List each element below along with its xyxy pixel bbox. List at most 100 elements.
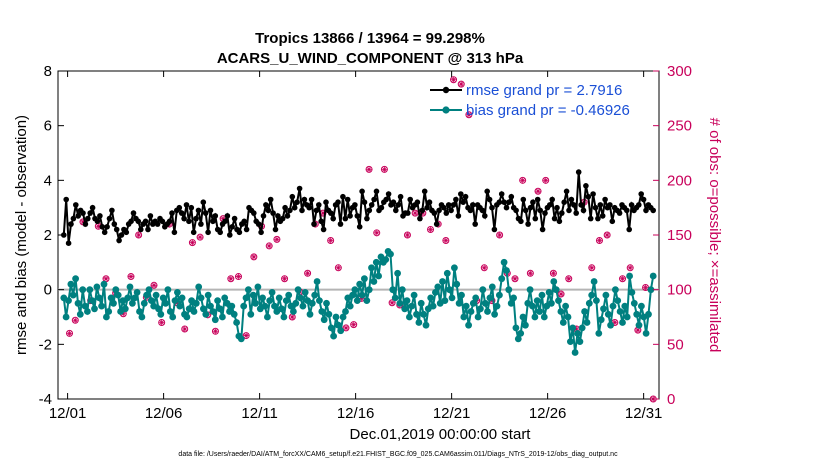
rmse-point [455, 213, 462, 219]
rmse-point [436, 207, 442, 214]
bias-point [517, 330, 525, 337]
bias-point [630, 299, 638, 307]
bias-point [451, 264, 458, 272]
obs-marker [342, 324, 350, 332]
rmse-point [359, 188, 365, 195]
rmse-point [578, 202, 584, 208]
rmse-point [580, 207, 587, 214]
bias-point [548, 299, 555, 307]
rmse-point [85, 215, 91, 222]
bias-point [505, 286, 513, 294]
bias-point [332, 313, 340, 321]
rmse-point [222, 218, 228, 225]
bias-point [280, 313, 288, 321]
obs-marker [334, 264, 342, 272]
obs-marker [450, 76, 458, 84]
rmse-point [166, 218, 173, 225]
rmse-point [138, 226, 144, 233]
rmse-point [585, 193, 592, 200]
rmse-point [559, 210, 565, 216]
rmse-point [534, 196, 541, 203]
bias-point [602, 291, 610, 299]
rmse-point [501, 199, 507, 205]
bias-point [522, 321, 529, 329]
rmse-point [169, 210, 175, 216]
bias-point [394, 269, 401, 277]
bias-point [368, 264, 375, 272]
bias-point [623, 313, 631, 321]
bias-point [514, 335, 522, 343]
rmse-point [405, 210, 411, 216]
obs-marker [480, 264, 488, 272]
obs-marker [350, 321, 358, 329]
obs-marker [158, 318, 166, 326]
rmse-point [75, 213, 81, 219]
bias-point [103, 313, 110, 321]
bias-point [294, 286, 302, 294]
x-tick-label: 12/26 [529, 405, 567, 422]
bias-point [588, 291, 596, 299]
bias-point [176, 302, 184, 310]
y2-tick-label: 300 [667, 63, 692, 80]
bias-point [249, 291, 257, 299]
rmse-point [323, 199, 329, 205]
bias-point [308, 299, 316, 307]
bias-point [306, 310, 314, 318]
rmse-point [549, 196, 555, 203]
x-tick-label: 12/01 [49, 405, 87, 422]
bias-point [465, 321, 472, 329]
bias-point [443, 269, 451, 277]
obs-marker [135, 231, 143, 239]
rmse-point [371, 196, 377, 203]
bias-point [183, 313, 191, 321]
bias-point [427, 294, 435, 302]
rmse-point [181, 215, 187, 222]
rmse-point [243, 226, 250, 233]
rmse-point [330, 215, 337, 222]
rmse-point [462, 193, 469, 200]
bias-point [460, 313, 468, 321]
bias-point [533, 297, 541, 304]
rmse-point [592, 204, 599, 211]
bias-point [140, 299, 148, 307]
rmse-point [458, 191, 464, 197]
bias-point [387, 250, 394, 258]
rmse-point [508, 193, 515, 200]
bias-point [285, 291, 293, 299]
rmse-point [489, 204, 495, 211]
rmse-point [364, 215, 370, 222]
rmse-point [267, 196, 274, 203]
bias-point [219, 313, 226, 321]
rmse-point [265, 207, 272, 214]
bias-point [240, 302, 248, 310]
obs-marker [588, 264, 596, 272]
bias-point [237, 335, 245, 343]
bias-line [62, 249, 655, 353]
bias-point [375, 272, 382, 280]
bias-point [195, 283, 203, 291]
rmse-point [354, 213, 361, 219]
bias-point [81, 302, 89, 310]
bias-point [207, 302, 214, 310]
bias-point [621, 302, 629, 310]
bias-point [110, 299, 117, 307]
bias-point [152, 291, 160, 299]
rmse-point [542, 210, 548, 216]
bias-point [230, 310, 238, 318]
bias-point [626, 272, 633, 280]
obs-marker [373, 229, 381, 237]
bias-point [353, 297, 361, 304]
bias-point [439, 278, 446, 285]
bias-point [422, 321, 430, 329]
rmse-point [626, 226, 632, 233]
bias-point [233, 319, 241, 326]
y2-axis-ticks: 0 50 100 150 200 250 300 [653, 63, 692, 408]
rmse-point [344, 196, 351, 203]
rmse-point [263, 202, 269, 208]
bias-point [311, 291, 319, 299]
rmse-point [636, 202, 642, 208]
rmse-point [573, 210, 579, 216]
rmse-point [520, 196, 527, 203]
rmse-point [306, 204, 313, 211]
bias-point [301, 289, 309, 296]
